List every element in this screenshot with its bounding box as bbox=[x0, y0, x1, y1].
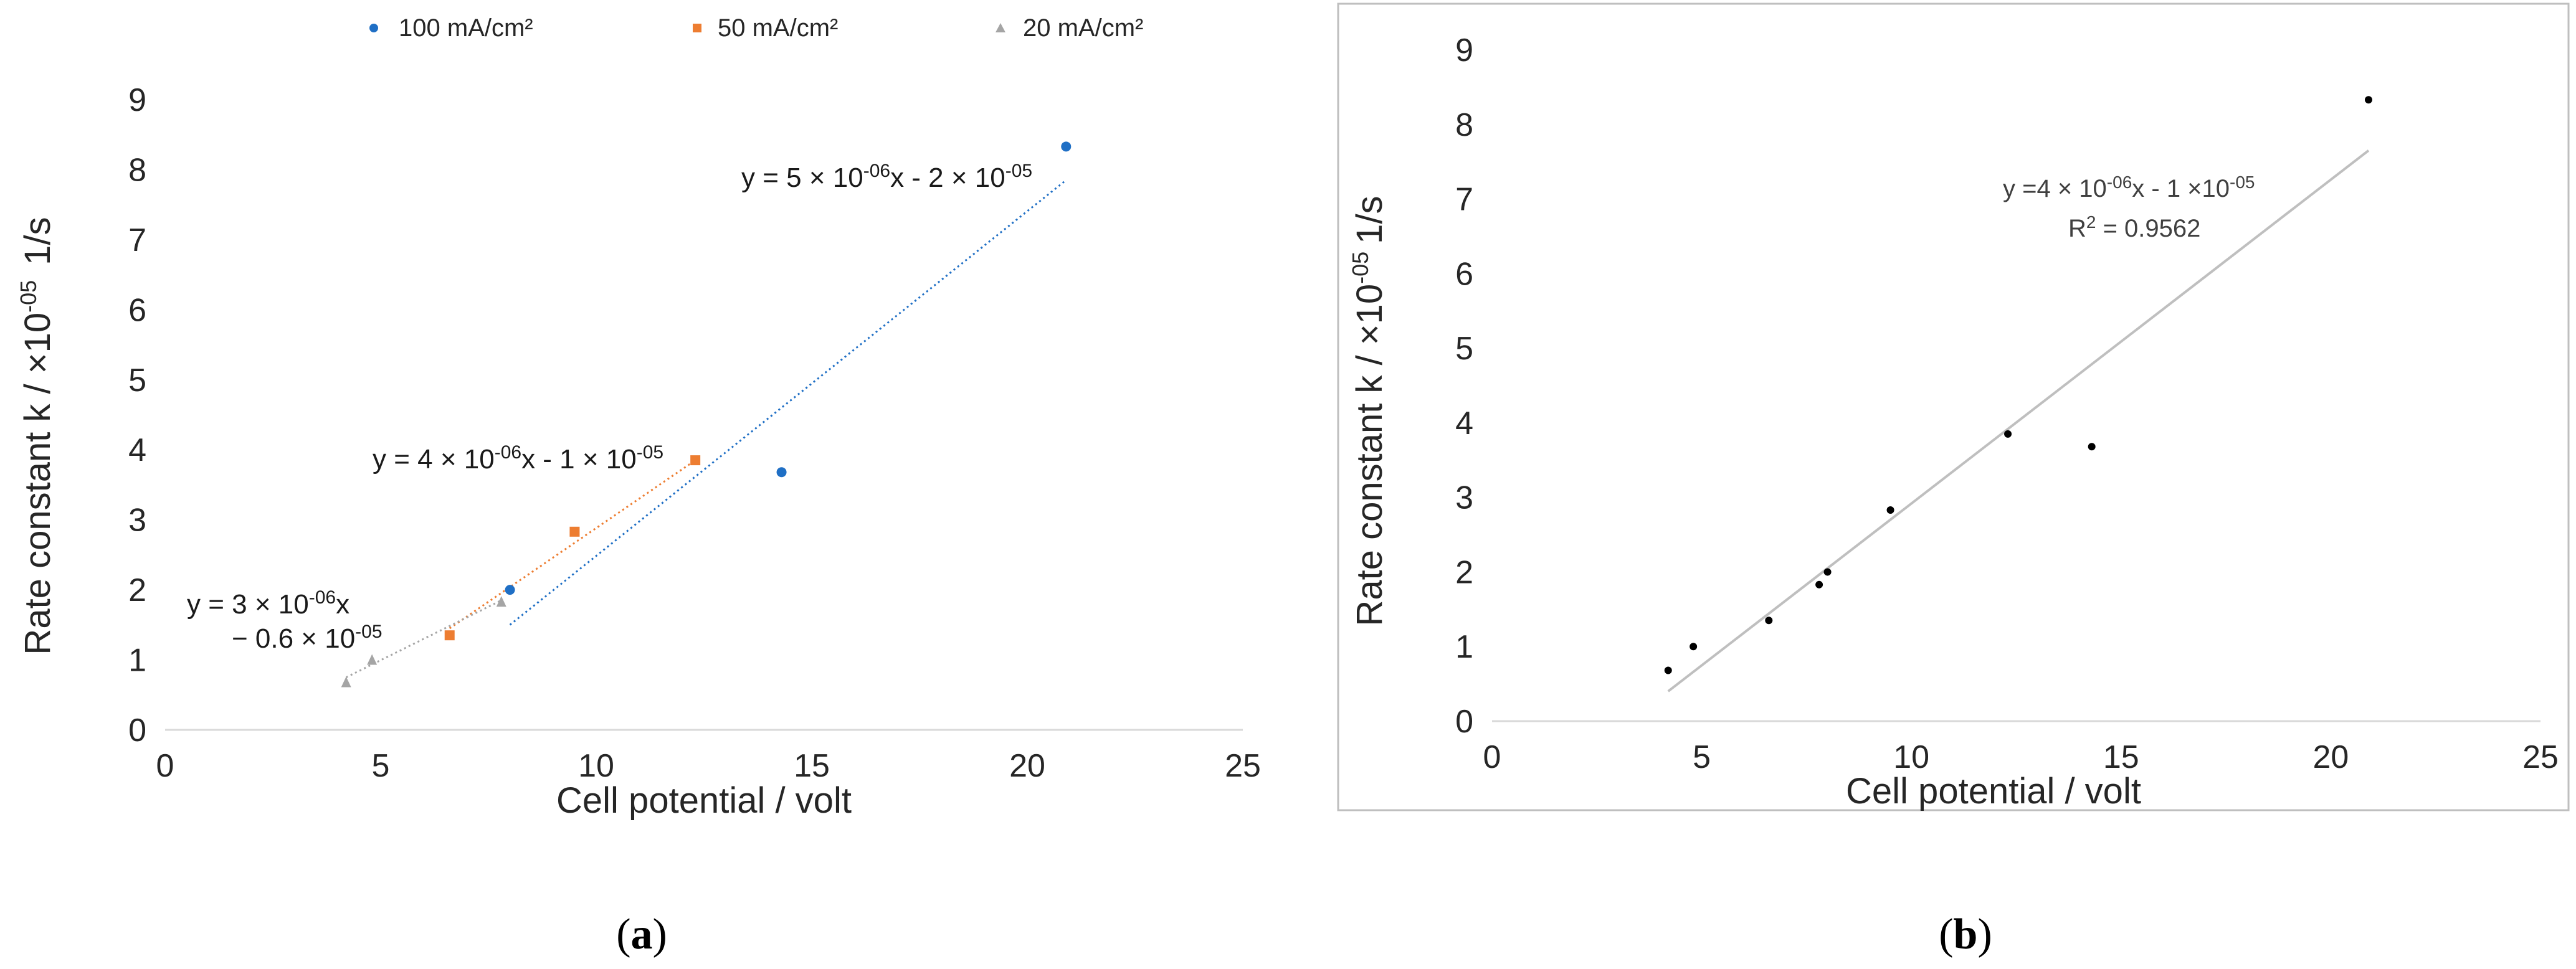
panel-b-chart: 0 1 2 3 4 5 6 7 8 9 0 5 10 15 20 25 Rate constant k / … bbox=[1337, 2, 2570, 958]
y-tick-label: 5 bbox=[128, 362, 146, 399]
x-tick-label: 25 bbox=[1225, 748, 1261, 784]
legend-label-50: 50 mA/cm² bbox=[718, 14, 838, 42]
data-point bbox=[690, 455, 701, 466]
panel-caption-a: (a) bbox=[616, 910, 667, 958]
panel-a-chart: 100 mA/cm² 50 mA/cm² 20 mA/cm² 0 1 2 3 4 5 6 7 8… bbox=[16, 14, 1261, 958]
y-tick-label: 9 bbox=[1455, 32, 1473, 69]
y-axis-label-b: Rate constant k / ×10-051/s bbox=[1347, 196, 1390, 626]
panel-b-frame bbox=[1337, 2, 2570, 811]
y-tick-label: 8 bbox=[1455, 107, 1473, 143]
x-axis-label: Cell potential / volt bbox=[556, 780, 852, 821]
x-tick-label: 0 bbox=[1483, 739, 1501, 775]
data-point bbox=[341, 676, 351, 688]
legend-marker-100 bbox=[369, 24, 378, 32]
data-point bbox=[2088, 443, 2096, 451]
equation-20-line1: y = 3 × 10-06x bbox=[187, 587, 349, 620]
data-point bbox=[444, 630, 455, 641]
equation-100: y = 5 × 10-06x - 2 × 10-05 bbox=[741, 161, 1032, 193]
data-point bbox=[496, 596, 506, 607]
y-tick-label: 0 bbox=[1455, 704, 1473, 740]
legend: 100 mA/cm² 50 mA/cm² 20 mA/cm² bbox=[369, 14, 1143, 42]
legend-label-100: 100 mA/cm² bbox=[399, 14, 533, 42]
data-points bbox=[341, 141, 1072, 688]
trendline-b bbox=[1667, 149, 2370, 692]
data-points-b bbox=[1664, 96, 2372, 674]
data-point bbox=[2364, 96, 2372, 104]
data-point bbox=[1823, 568, 1832, 576]
y-tick-label: 8 bbox=[128, 152, 146, 188]
y-tick-label: 0 bbox=[128, 712, 146, 749]
data-point bbox=[1664, 666, 1672, 674]
x-tick-label: 5 bbox=[1693, 739, 1711, 775]
trendline-series-0 bbox=[509, 179, 1067, 626]
trendline-series-0 bbox=[1667, 149, 2370, 692]
data-point bbox=[505, 585, 515, 595]
x-tick-label: 20 bbox=[2312, 739, 2349, 775]
r-squared-b: R2 = 0.9562 bbox=[2068, 212, 2200, 242]
x-tick-label: 15 bbox=[2103, 739, 2139, 775]
y-tick-label: 4 bbox=[1455, 405, 1473, 442]
y-tick-label: 1 bbox=[128, 643, 146, 679]
y-tick-label: 3 bbox=[128, 503, 146, 539]
y-tick-label: 7 bbox=[1455, 182, 1473, 218]
y-tick-label: 4 bbox=[128, 432, 146, 468]
x-tick-labels: 0 5 10 15 20 25 bbox=[156, 748, 1261, 784]
data-point bbox=[1061, 141, 1072, 152]
x-tick-label: 20 bbox=[1009, 748, 1045, 784]
x-tick-label: 10 bbox=[578, 748, 614, 784]
y-tick-label: 2 bbox=[1455, 554, 1473, 590]
y-tick-label: 6 bbox=[128, 292, 146, 328]
equation-20-line2: − 0.6 × 10-05 bbox=[232, 622, 383, 654]
y-axis-label: Rate constant k / ×10-051/s bbox=[16, 217, 58, 655]
x-tick-label: 0 bbox=[156, 748, 174, 784]
panel-caption-b: (b) bbox=[1939, 910, 1992, 958]
data-point bbox=[1765, 617, 1773, 625]
legend-marker-20 bbox=[996, 23, 1005, 32]
y-tick-label: 1 bbox=[1455, 629, 1473, 665]
y-tick-labels: 0 1 2 3 4 5 6 7 8 9 bbox=[128, 82, 146, 749]
legend-marker-50 bbox=[693, 24, 701, 32]
y-tick-label: 6 bbox=[1455, 256, 1473, 292]
x-tick-label: 15 bbox=[794, 748, 830, 784]
data-point bbox=[2004, 430, 2012, 438]
data-point bbox=[776, 467, 787, 478]
equation-b: y =4 × 10-06x - 1 ×10-05 bbox=[2003, 173, 2255, 202]
y-tick-label: 7 bbox=[128, 222, 146, 258]
data-point bbox=[367, 654, 378, 665]
y-tick-label: 2 bbox=[128, 572, 146, 608]
legend-label-20: 20 mA/cm² bbox=[1023, 14, 1143, 42]
x-tick-label: 10 bbox=[1893, 739, 1929, 775]
x-tick-labels-b: 0 5 10 15 20 25 bbox=[1483, 739, 2559, 775]
data-point bbox=[1690, 643, 1698, 651]
trendline-series-1 bbox=[449, 459, 696, 630]
y-tick-label: 9 bbox=[128, 82, 146, 118]
equation-50: y = 4 × 10-06x - 1 × 10-05 bbox=[373, 442, 663, 475]
y-tick-label: 5 bbox=[1455, 331, 1473, 367]
data-point bbox=[1815, 580, 1823, 588]
y-tick-label: 3 bbox=[1455, 480, 1473, 516]
x-tick-label: 5 bbox=[372, 748, 390, 784]
x-tick-label: 25 bbox=[2522, 739, 2559, 775]
trendlines bbox=[345, 179, 1067, 679]
x-axis-label-b: Cell potential / volt bbox=[1846, 771, 2141, 811]
y-tick-labels-b: 0 1 2 3 4 5 6 7 8 9 bbox=[1455, 32, 1473, 740]
data-point bbox=[1886, 506, 1894, 514]
data-point bbox=[569, 526, 580, 537]
